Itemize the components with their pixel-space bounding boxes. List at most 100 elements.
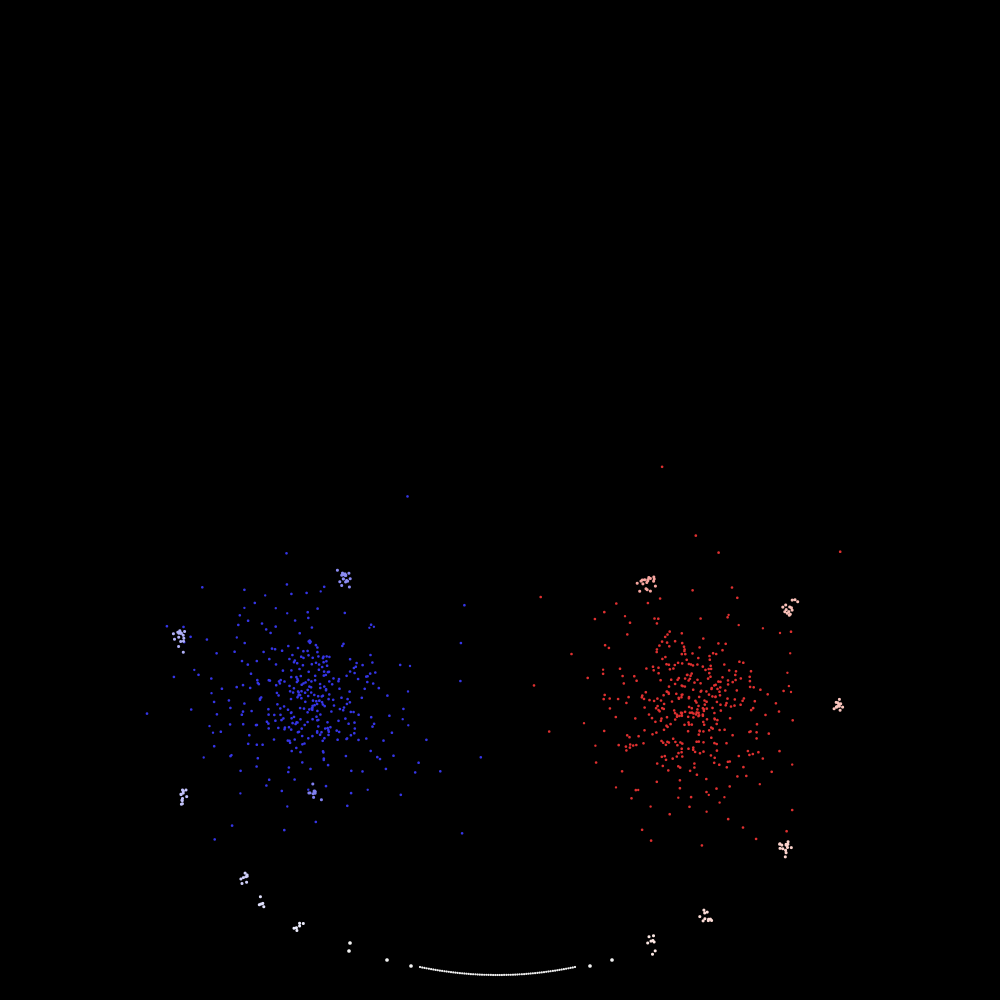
- node-point: [401, 718, 404, 721]
- node-point: [302, 682, 305, 685]
- node-point: [296, 646, 300, 650]
- node-point: [708, 671, 711, 675]
- node-point: [298, 924, 302, 928]
- node-point: [277, 694, 280, 697]
- node-point: [299, 750, 302, 754]
- node-point: [634, 788, 638, 792]
- node-point: [838, 550, 842, 553]
- node-point: [182, 625, 185, 629]
- node-point: [304, 681, 307, 684]
- node-point: [721, 676, 724, 679]
- arc-point: [418, 965, 422, 969]
- node-point: [700, 689, 703, 693]
- node-point: [753, 699, 757, 703]
- node-point: [185, 795, 189, 799]
- node-point: [357, 713, 360, 716]
- node-point: [290, 669, 293, 672]
- node-point: [708, 654, 711, 658]
- node-point: [635, 679, 638, 682]
- node-point: [674, 740, 677, 744]
- node-point: [675, 755, 679, 758]
- node-point: [320, 665, 324, 669]
- node-point: [310, 626, 314, 629]
- node-point: [686, 729, 690, 733]
- node-point: [770, 770, 773, 774]
- node-point: [311, 734, 314, 738]
- node-point: [302, 649, 305, 653]
- node-point: [698, 646, 701, 649]
- node-point: [326, 763, 330, 767]
- arc-point: [505, 973, 508, 977]
- node-point: [301, 761, 304, 764]
- node-point: [311, 656, 315, 660]
- node-point: [299, 674, 303, 678]
- node-point: [676, 661, 680, 665]
- node-point: [719, 686, 722, 689]
- node-point: [291, 653, 294, 657]
- node-point: [694, 699, 697, 703]
- node-point: [298, 706, 302, 710]
- node-point: [287, 766, 291, 769]
- node-point: [311, 706, 314, 710]
- node-point: [307, 678, 310, 682]
- node-point: [301, 922, 305, 925]
- node-point: [288, 739, 291, 743]
- node-point: [349, 710, 353, 714]
- node-point: [278, 682, 282, 685]
- node-point: [739, 703, 742, 706]
- node-point: [349, 791, 353, 795]
- node-point: [655, 622, 659, 625]
- node-point: [303, 723, 307, 727]
- arc-point: [485, 973, 488, 976]
- node-point: [677, 751, 680, 755]
- node-point: [660, 717, 663, 720]
- node-point: [655, 650, 658, 654]
- node-point: [716, 718, 719, 722]
- node-point: [267, 778, 271, 781]
- node-point: [189, 708, 193, 711]
- node-point: [406, 495, 409, 498]
- node-point: [227, 699, 231, 702]
- node-point: [658, 597, 662, 600]
- node-point: [664, 743, 668, 747]
- node-point: [212, 700, 216, 704]
- node-point: [197, 673, 200, 677]
- node-point: [328, 680, 331, 683]
- node-point: [308, 791, 312, 795]
- node-point: [342, 706, 346, 709]
- node-point: [241, 710, 245, 713]
- node-point: [677, 796, 680, 799]
- node-point: [793, 598, 797, 602]
- node-point: [657, 671, 660, 675]
- node-point: [726, 683, 730, 686]
- node-point: [680, 695, 683, 699]
- node-point: [685, 658, 688, 662]
- node-point: [241, 683, 245, 687]
- node-point: [751, 706, 755, 710]
- node-point: [734, 670, 738, 673]
- node-point: [183, 630, 187, 633]
- node-point: [669, 722, 672, 726]
- node-point: [673, 718, 677, 721]
- node-point: [303, 691, 307, 694]
- node-point: [665, 662, 668, 666]
- node-point: [790, 808, 794, 812]
- node-point: [766, 693, 769, 696]
- node-point: [645, 588, 649, 592]
- node-point: [320, 730, 323, 734]
- node-point: [180, 802, 184, 806]
- node-point: [644, 690, 648, 694]
- node-point: [715, 742, 718, 746]
- node-point: [341, 644, 344, 648]
- node-point: [353, 671, 356, 675]
- node-point: [300, 689, 303, 693]
- node-point: [713, 684, 716, 687]
- node-point: [239, 792, 242, 795]
- node-point: [681, 742, 684, 745]
- arc-point: [423, 966, 426, 970]
- node-point: [680, 712, 683, 716]
- node-point: [660, 465, 664, 469]
- node-point: [837, 697, 841, 701]
- node-point: [666, 633, 669, 636]
- node-point: [697, 656, 700, 660]
